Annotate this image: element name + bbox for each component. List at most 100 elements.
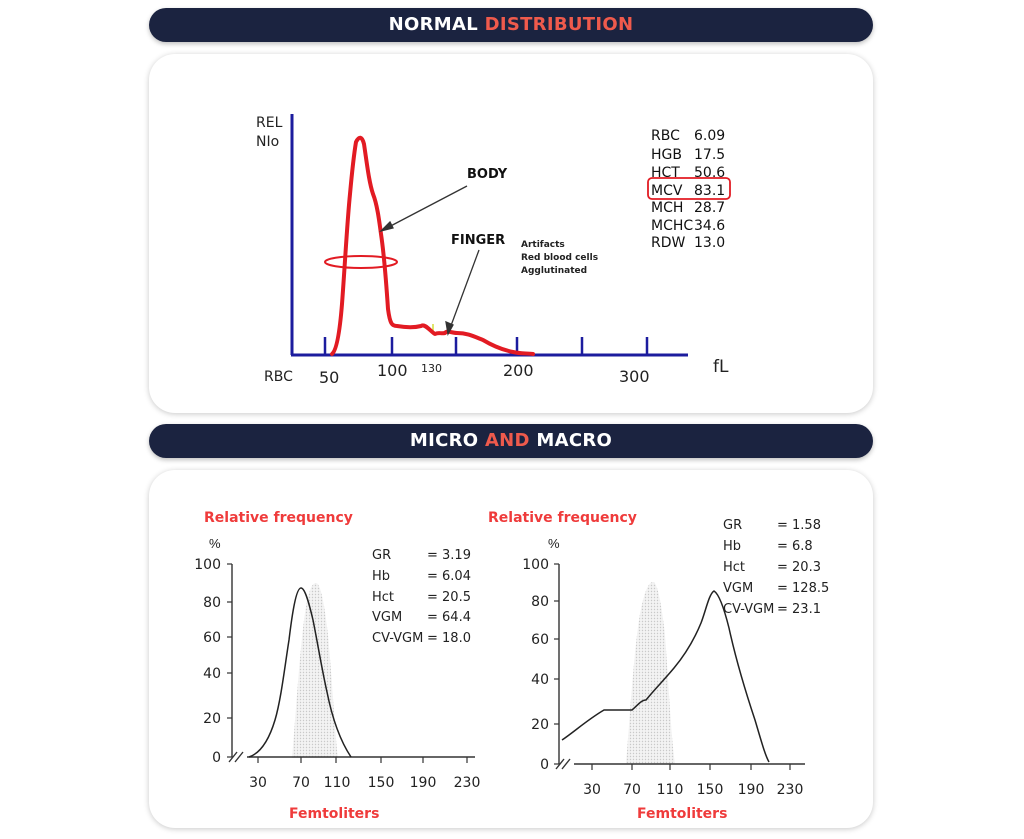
- micro-chart-title: Relative frequency: [204, 510, 353, 526]
- value-rdw: 13.0: [694, 235, 725, 251]
- macro-y-tick-40: 40: [531, 672, 549, 688]
- macro-reference-distribution: [626, 582, 675, 764]
- macro-percent-label: %: [548, 536, 560, 551]
- macro-value-vgm-label: VGM: [723, 581, 753, 596]
- micro-y-tick-0: 0: [212, 750, 221, 766]
- banner-title-part1: NORMAL: [388, 14, 479, 35]
- x-tick-marks: [323, 337, 649, 355]
- macro-x-tick-labels: 30 70 110 150 190 230: [583, 782, 803, 798]
- micro-value-hb: = 6.04: [427, 569, 471, 584]
- micro-x-tick-70: 70: [292, 775, 310, 791]
- micro-macro-charts: Relative frequency %: [194, 510, 829, 822]
- micro-axis-break: [228, 751, 244, 763]
- macro-y-tick-0: 0: [540, 757, 549, 773]
- micro-value-vgm: = 64.4: [427, 610, 471, 625]
- micro-y-tick-100: 100: [194, 557, 221, 573]
- macro-x-tick-230: 230: [777, 782, 804, 798]
- value-rbc-label: RBC: [651, 128, 680, 144]
- micro-y-tick-20: 20: [203, 711, 221, 727]
- micro-value-cvvgm-label: CV-VGM: [372, 631, 423, 646]
- micro-values: GR = 3.19 Hb = 6.04 Hct = 20.5 VGM = 64.…: [372, 548, 471, 646]
- y-axis-label-rel: REL: [256, 115, 283, 131]
- micro-x-tick-230: 230: [454, 775, 481, 791]
- cbc-values: RBC 6.09 HGB 17.5 HCT 50.6 MCV 83.1 MCH …: [651, 128, 725, 251]
- artifacts-line-3: Agglutinated: [521, 266, 587, 276]
- macro-y-tick-80: 80: [531, 594, 549, 610]
- micro-and-macro-banner: MICRO AND MACRO: [149, 424, 873, 458]
- macro-values: GR = 1.58 Hb = 6.8 Hct = 20.3 VGM = 128.…: [723, 518, 829, 617]
- macro-value-gr-label: GR: [723, 518, 742, 533]
- artifacts-line-1: Artifacts: [521, 240, 565, 250]
- value-hct: 50.6: [694, 165, 725, 181]
- macro-x-tick-150: 150: [697, 782, 724, 798]
- micro-value-hb-label: Hb: [372, 569, 390, 584]
- macro-x-tick-110: 110: [657, 782, 684, 798]
- micro-value-gr: = 3.19: [427, 548, 471, 563]
- micro-macro-card: Relative frequency %: [149, 470, 873, 828]
- normal-distribution-card: REL NIo BODY FINGER Artifacts Red blood …: [149, 54, 873, 413]
- macro-value-vgm: = 128.5: [777, 581, 829, 596]
- micro-value-hct-label: Hct: [372, 590, 394, 605]
- macro-value-cvvgm-label: CV-VGM: [723, 602, 774, 617]
- macro-value-hb: = 6.8: [777, 539, 813, 554]
- finger-label: FINGER: [451, 233, 505, 248]
- value-mchc-label: MCHC: [651, 218, 693, 234]
- macro-value-hct: = 20.3: [777, 560, 821, 575]
- macro-y-tick-labels: 100 80 60 40 20 0: [522, 557, 549, 773]
- y-axis-label-nio: NIo: [256, 134, 279, 150]
- x-axis-unit: fL: [713, 357, 729, 377]
- value-mcv: 83.1: [694, 183, 725, 199]
- micro-x-axis-title: Femtoliters: [289, 806, 379, 822]
- value-mch: 28.7: [694, 200, 725, 216]
- banner-title-accent: DISTRIBUTION: [484, 14, 634, 35]
- macro-y-tick-100: 100: [522, 557, 549, 573]
- value-mcv-label: MCV: [651, 183, 683, 199]
- macro-x-axis-title: Femtoliters: [637, 806, 727, 822]
- micro-percent-label: %: [209, 536, 221, 551]
- value-hgb-label: HGB: [651, 147, 682, 163]
- normal-distribution-banner: NORMAL DISTRIBUTION: [149, 8, 873, 42]
- micro-x-tick-30: 30: [249, 775, 267, 791]
- banner2-title-part1: MICRO: [409, 430, 479, 451]
- x-tick-label-200: 200: [503, 361, 534, 380]
- micro-y-ticks: [227, 563, 232, 758]
- value-mch-label: MCH: [651, 200, 683, 216]
- mcv-highlight-box: [647, 177, 731, 200]
- macro-y-tick-60: 60: [531, 632, 549, 648]
- micro-x-tick-110: 110: [324, 775, 351, 791]
- x-tick-label-130: 130: [421, 362, 442, 375]
- artifacts-line-2: Red blood cells: [521, 253, 598, 263]
- micro-value-hct: = 20.5: [427, 590, 471, 605]
- macro-x-ticks: [591, 764, 791, 770]
- micro-value-gr-label: GR: [372, 548, 391, 563]
- body-label: BODY: [467, 167, 508, 182]
- micro-y-tick-40: 40: [203, 666, 221, 682]
- finger-arrow: [445, 249, 480, 336]
- value-mchc: 34.6: [694, 218, 725, 234]
- micro-x-tick-150: 150: [368, 775, 395, 791]
- normal-histogram: REL NIo BODY FINGER Artifacts Red blood …: [256, 114, 731, 387]
- micro-reference-distribution: [292, 583, 338, 758]
- micro-x-tick-labels: 30 70 110 150 190 230: [249, 775, 480, 791]
- x-tick-label-50: 50: [319, 368, 339, 387]
- banner2-title-accent: AND: [484, 430, 530, 451]
- micro-chart: Relative frequency %: [194, 510, 480, 822]
- value-rbc: 6.09: [694, 128, 725, 144]
- micro-x-tick-190: 190: [410, 775, 437, 791]
- value-hct-label: HCT: [651, 165, 680, 181]
- macro-sample-curve: [561, 590, 770, 763]
- macro-value-hb-label: Hb: [723, 539, 741, 554]
- micro-sample-curve: [248, 587, 352, 758]
- rbc-distribution-curve: [330, 135, 535, 356]
- x-axis-prefix-rbc: RBC: [264, 369, 293, 385]
- micro-y-tick-60: 60: [203, 630, 221, 646]
- macro-value-cvvgm: = 23.1: [777, 602, 821, 617]
- value-hgb: 17.5: [694, 147, 725, 163]
- banner2-title-part3: MACRO: [536, 430, 613, 451]
- x-tick-label-300: 300: [619, 367, 650, 386]
- macro-x-tick-70: 70: [623, 782, 641, 798]
- macro-chart-title: Relative frequency: [488, 510, 637, 526]
- micro-y-tick-labels: 100 80 60 40 20 0: [194, 557, 221, 766]
- macro-x-tick-30: 30: [583, 782, 601, 798]
- value-rdw-label: RDW: [651, 235, 686, 251]
